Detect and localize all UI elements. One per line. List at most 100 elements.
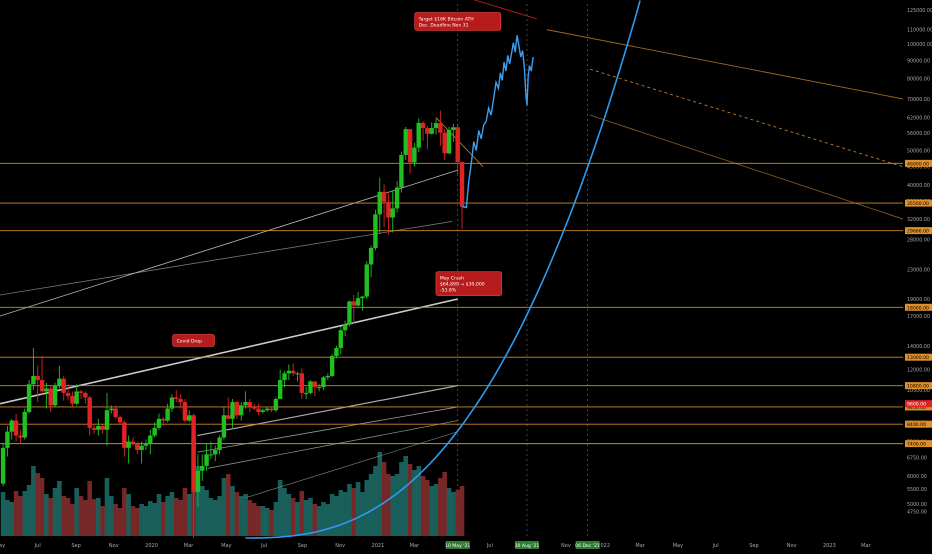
volume-bar bbox=[57, 481, 62, 536]
volume-bar bbox=[299, 491, 305, 536]
level-price-tag bbox=[905, 420, 932, 428]
candle-body bbox=[273, 398, 279, 411]
candle-body bbox=[22, 411, 27, 438]
volume-bar bbox=[0, 492, 6, 536]
candle-body bbox=[65, 392, 71, 396]
candle-body bbox=[104, 410, 110, 430]
level-price-label: 13000.00 bbox=[907, 355, 929, 361]
level-price-label: 10800.00 bbox=[907, 384, 929, 390]
candle-body bbox=[243, 402, 248, 406]
volume-bar bbox=[355, 482, 361, 536]
date-marker-tag bbox=[514, 541, 539, 549]
volume-bar bbox=[243, 494, 248, 536]
candle-body bbox=[386, 201, 391, 218]
trend-line bbox=[197, 385, 458, 437]
volume-bar bbox=[303, 500, 309, 536]
candle-body bbox=[264, 408, 270, 411]
candle-body bbox=[87, 397, 92, 428]
candle-body bbox=[451, 127, 456, 130]
candle-body bbox=[5, 431, 10, 448]
projection-trend-line bbox=[473, 0, 537, 20]
volume-bar bbox=[394, 474, 400, 536]
level-layer bbox=[0, 162, 903, 445]
volume-bar bbox=[360, 492, 365, 536]
y-tick-label: 32000.00 bbox=[907, 217, 930, 223]
candle-body bbox=[70, 395, 75, 404]
current-price-tag bbox=[905, 400, 932, 408]
x-tick-label: Nov bbox=[787, 543, 797, 549]
volume-bar bbox=[212, 500, 218, 536]
x-tick-label: Sep bbox=[71, 543, 80, 549]
volume-bar bbox=[338, 490, 344, 536]
volume-bar bbox=[78, 496, 84, 536]
y-tick-label: 125000.00 bbox=[907, 8, 932, 14]
volume-bar bbox=[377, 452, 383, 536]
volume-bar bbox=[403, 456, 409, 536]
annotation-layer: Covid Drop May Crash$64,899 → $30,000-53.… bbox=[172, 12, 502, 347]
volume-bar bbox=[438, 478, 443, 536]
volume-bar bbox=[65, 498, 71, 536]
volume-bar bbox=[316, 506, 322, 536]
trend-line bbox=[0, 221, 453, 296]
candle-body bbox=[117, 417, 123, 423]
level-price-label: 35500.00 bbox=[907, 201, 929, 207]
volume-bar bbox=[31, 466, 36, 536]
y-tick-label: 14000.00 bbox=[907, 344, 930, 350]
candle-body bbox=[178, 398, 183, 403]
volume-bar bbox=[295, 502, 300, 536]
volume-bar bbox=[425, 480, 430, 536]
trend-line bbox=[197, 406, 458, 453]
candle-body bbox=[438, 123, 443, 133]
x-tick-label: May bbox=[0, 543, 5, 549]
candle-body bbox=[96, 426, 101, 430]
annotation-text: $64,899 → $30,000 bbox=[440, 282, 485, 288]
volume-bar bbox=[286, 494, 292, 536]
x-tick-label: Jul bbox=[712, 543, 719, 549]
candle-body bbox=[234, 402, 240, 416]
volume-layer bbox=[0, 436, 465, 536]
y-tick-label: 80000.00 bbox=[907, 76, 930, 82]
candle-body bbox=[204, 454, 209, 466]
volume-bar bbox=[91, 499, 97, 536]
current-price-label: 9600.00 bbox=[907, 402, 926, 408]
candle-body bbox=[256, 408, 261, 412]
volume-bar bbox=[126, 494, 131, 536]
candle-body bbox=[200, 465, 205, 471]
volume-bar bbox=[412, 470, 417, 536]
candle-body bbox=[329, 356, 335, 377]
x-tick-label: Sep bbox=[298, 543, 307, 549]
volume-bar bbox=[109, 496, 114, 536]
annotation-text: May Crash bbox=[440, 276, 464, 282]
candle-body bbox=[347, 301, 352, 325]
candle-body bbox=[0, 447, 6, 484]
x-tick-label: 2021 bbox=[372, 543, 385, 549]
volume-bar bbox=[238, 496, 244, 536]
volume-bar bbox=[165, 496, 170, 536]
x-tick-label: Mar bbox=[861, 543, 871, 549]
candle-body bbox=[226, 415, 231, 419]
candle-body bbox=[143, 443, 149, 446]
volume-bar bbox=[459, 486, 465, 536]
trend-line bbox=[0, 169, 458, 317]
candle-body bbox=[152, 427, 157, 436]
volume-bar bbox=[117, 508, 123, 536]
candle-body bbox=[325, 376, 331, 378]
candle-body bbox=[420, 122, 426, 129]
candle-body bbox=[26, 384, 32, 412]
x-tick-label: Jul bbox=[260, 543, 267, 549]
candle-body bbox=[139, 445, 144, 450]
annotation-text: Covid Drop bbox=[177, 338, 203, 344]
candle-body bbox=[299, 373, 305, 393]
candle-body bbox=[74, 391, 79, 404]
volume-bar bbox=[373, 466, 378, 536]
trend-line bbox=[207, 420, 458, 469]
candle-body bbox=[308, 381, 313, 393]
candle-body bbox=[191, 415, 196, 492]
volume-bar bbox=[208, 498, 214, 536]
volume-bar bbox=[217, 496, 222, 536]
volume-bar bbox=[386, 474, 391, 536]
volume-bar bbox=[351, 488, 357, 536]
volume-bar bbox=[152, 503, 157, 536]
